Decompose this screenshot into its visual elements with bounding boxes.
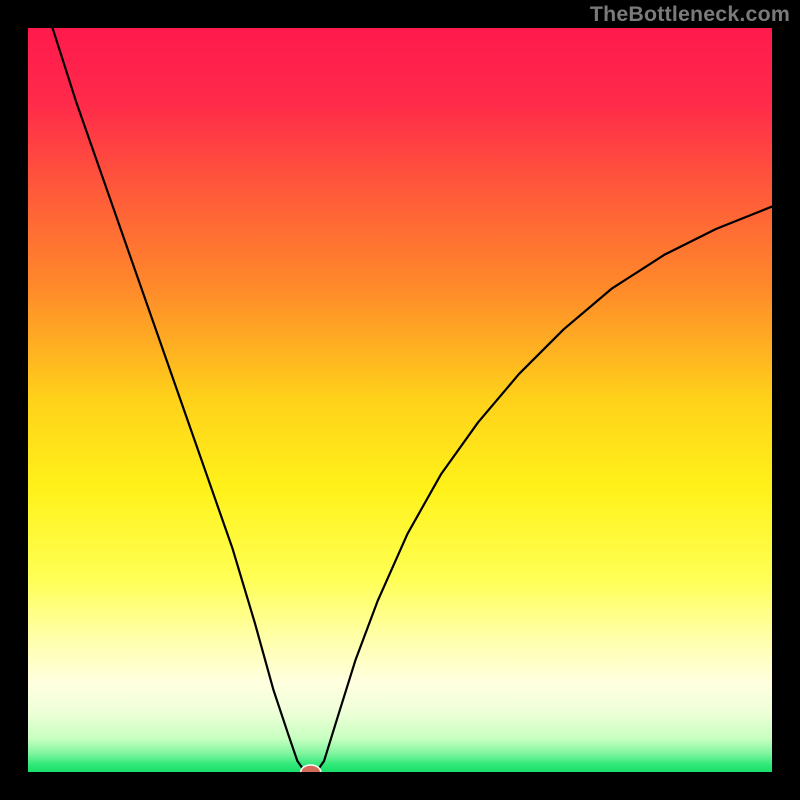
chart-stage: TheBottleneck.com [0, 0, 800, 800]
gradient-background [28, 28, 772, 772]
chart-svg [28, 28, 772, 772]
plot-area [28, 28, 772, 772]
watermark-text: TheBottleneck.com [590, 2, 790, 27]
